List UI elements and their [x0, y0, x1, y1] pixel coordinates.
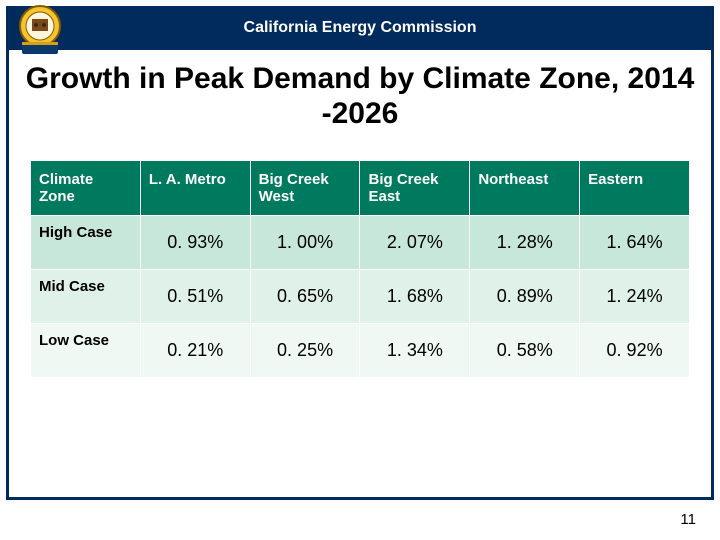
cell-value: 0. 58% — [470, 324, 580, 378]
row-label: Low Case — [31, 324, 141, 378]
cell-value: 0. 65% — [250, 270, 360, 324]
cell-value: 1. 64% — [580, 216, 690, 270]
cell-value: 1. 00% — [250, 216, 360, 270]
slide-title: Growth in Peak Demand by Climate Zone, 2… — [20, 62, 700, 131]
cell-value: 2. 07% — [360, 216, 470, 270]
cell-value: 0. 21% — [140, 324, 250, 378]
cec-seal-logo — [10, 2, 70, 62]
cell-value: 1. 28% — [470, 216, 580, 270]
table-header-row: Climate Zone L. A. Metro Big Creek West … — [31, 161, 690, 216]
cell-value: 0. 93% — [140, 216, 250, 270]
data-table: Climate Zone L. A. Metro Big Creek West … — [30, 160, 690, 378]
table-row: Low Case0. 21%0. 25%1. 34%0. 58%0. 92% — [31, 324, 690, 378]
col-la-metro: L. A. Metro — [140, 161, 250, 216]
cell-value: 0. 89% — [470, 270, 580, 324]
col-big-creek-west: Big Creek West — [250, 161, 360, 216]
cell-value: 1. 34% — [360, 324, 470, 378]
header-bar: California Energy Commission — [6, 6, 714, 50]
col-northeast: Northeast — [470, 161, 580, 216]
cell-value: 0. 51% — [140, 270, 250, 324]
page-number: 11 — [680, 511, 696, 528]
col-eastern: Eastern — [580, 161, 690, 216]
cell-value: 1. 68% — [360, 270, 470, 324]
col-climate-zone: Climate Zone — [31, 161, 141, 216]
cell-value: 0. 92% — [580, 324, 690, 378]
row-label: Mid Case — [31, 270, 141, 324]
cell-value: 1. 24% — [580, 270, 690, 324]
cell-value: 0. 25% — [250, 324, 360, 378]
col-big-creek-east: Big Creek East — [360, 161, 470, 216]
row-label: High Case — [31, 216, 141, 270]
table-row: High Case0. 93%1. 00%2. 07%1. 28%1. 64% — [31, 216, 690, 270]
table-row: Mid Case0. 51%0. 65%1. 68%0. 89%1. 24% — [31, 270, 690, 324]
header-org: California Energy Commission — [244, 19, 477, 37]
